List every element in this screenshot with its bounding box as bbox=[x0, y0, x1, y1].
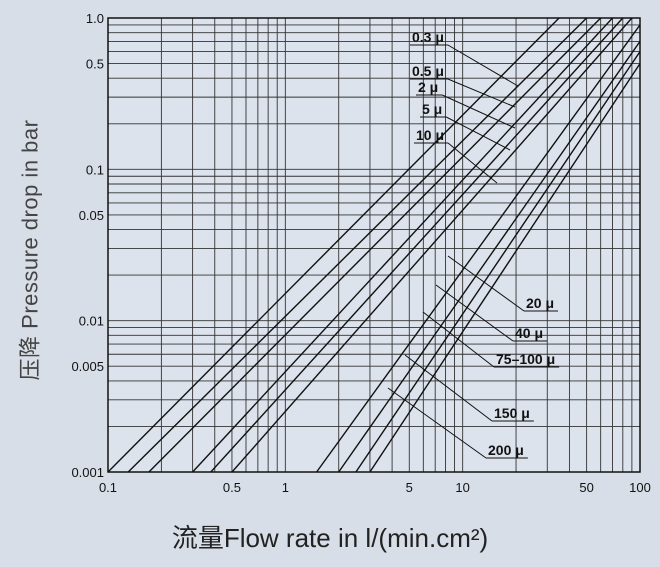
y-axis-label: 压降 Pressure drop in bar bbox=[17, 119, 42, 381]
y-tick-label: 0.01 bbox=[79, 314, 104, 329]
x-tick-label: 10 bbox=[455, 480, 469, 495]
series-label: 2 μ bbox=[418, 79, 438, 95]
series-line bbox=[231, 17, 633, 473]
series-label: 40 μ bbox=[515, 325, 543, 341]
series-label: 0.5 μ bbox=[412, 63, 444, 79]
x-tick-label: 5 bbox=[406, 480, 413, 495]
y-tick-label: 1.0 bbox=[86, 11, 104, 26]
x-tick-label: 1 bbox=[282, 480, 289, 495]
series-label: 20 μ bbox=[526, 295, 554, 311]
series-label: 75–100 μ bbox=[496, 351, 555, 367]
label-leader-line bbox=[387, 387, 487, 459]
x-tick-label: 0.5 bbox=[223, 480, 241, 495]
label-leader-line bbox=[422, 311, 495, 368]
y-axis-label-wrap: 压降 Pressure drop in bar bbox=[8, 80, 48, 420]
series-line bbox=[148, 17, 602, 473]
series-labels: 0.3 μ 0.5 μ2 μ 5 μ 10 μ 20 μ 40 μ 75–100 μ 150 … bbox=[412, 29, 555, 458]
y-tick-label: 0.5 bbox=[86, 57, 104, 72]
label-leader-line bbox=[446, 116, 511, 151]
label-leader-line bbox=[447, 78, 516, 108]
label-leader-line bbox=[447, 44, 519, 87]
series-lines bbox=[107, 17, 641, 473]
grid bbox=[108, 18, 640, 472]
label-leader-line bbox=[435, 284, 514, 342]
tick-labels: 0.1 0.5 1 5 10 50 100 0.001 0.005 0.01 0.05 0.1 0.5 1… bbox=[71, 11, 650, 495]
x-tick-label: 50 bbox=[579, 480, 593, 495]
x-tick-label: 0.1 bbox=[99, 480, 117, 495]
series-line bbox=[355, 51, 641, 473]
series-line bbox=[210, 17, 624, 473]
series-label: 10 μ bbox=[416, 127, 444, 143]
label-leader-line bbox=[404, 354, 493, 422]
series-label: 5 μ bbox=[422, 101, 442, 117]
series-label: 150 μ bbox=[494, 405, 530, 421]
x-tick-label: 100 bbox=[629, 480, 651, 495]
y-tick-label: 0.005 bbox=[71, 359, 104, 374]
label-leader-line bbox=[447, 255, 525, 312]
y-tick-label: 0.1 bbox=[86, 162, 104, 177]
series-line bbox=[316, 24, 641, 473]
series-label: 0.3 μ bbox=[412, 29, 444, 45]
series-label: 200 μ bbox=[488, 442, 524, 458]
label-leaders bbox=[387, 44, 560, 459]
series-line bbox=[369, 63, 641, 473]
plot-frame bbox=[107, 17, 641, 473]
label-leader-line bbox=[442, 94, 516, 129]
label-leader-line bbox=[447, 142, 498, 184]
y-tick-label: 0.001 bbox=[71, 465, 104, 480]
x-axis-label: 流量Flow rate in l/(min.cm²) bbox=[171, 523, 489, 553]
series-line bbox=[338, 40, 641, 473]
series-line bbox=[127, 17, 588, 473]
series-line bbox=[192, 17, 614, 473]
y-tick-label: 0.05 bbox=[79, 208, 104, 223]
